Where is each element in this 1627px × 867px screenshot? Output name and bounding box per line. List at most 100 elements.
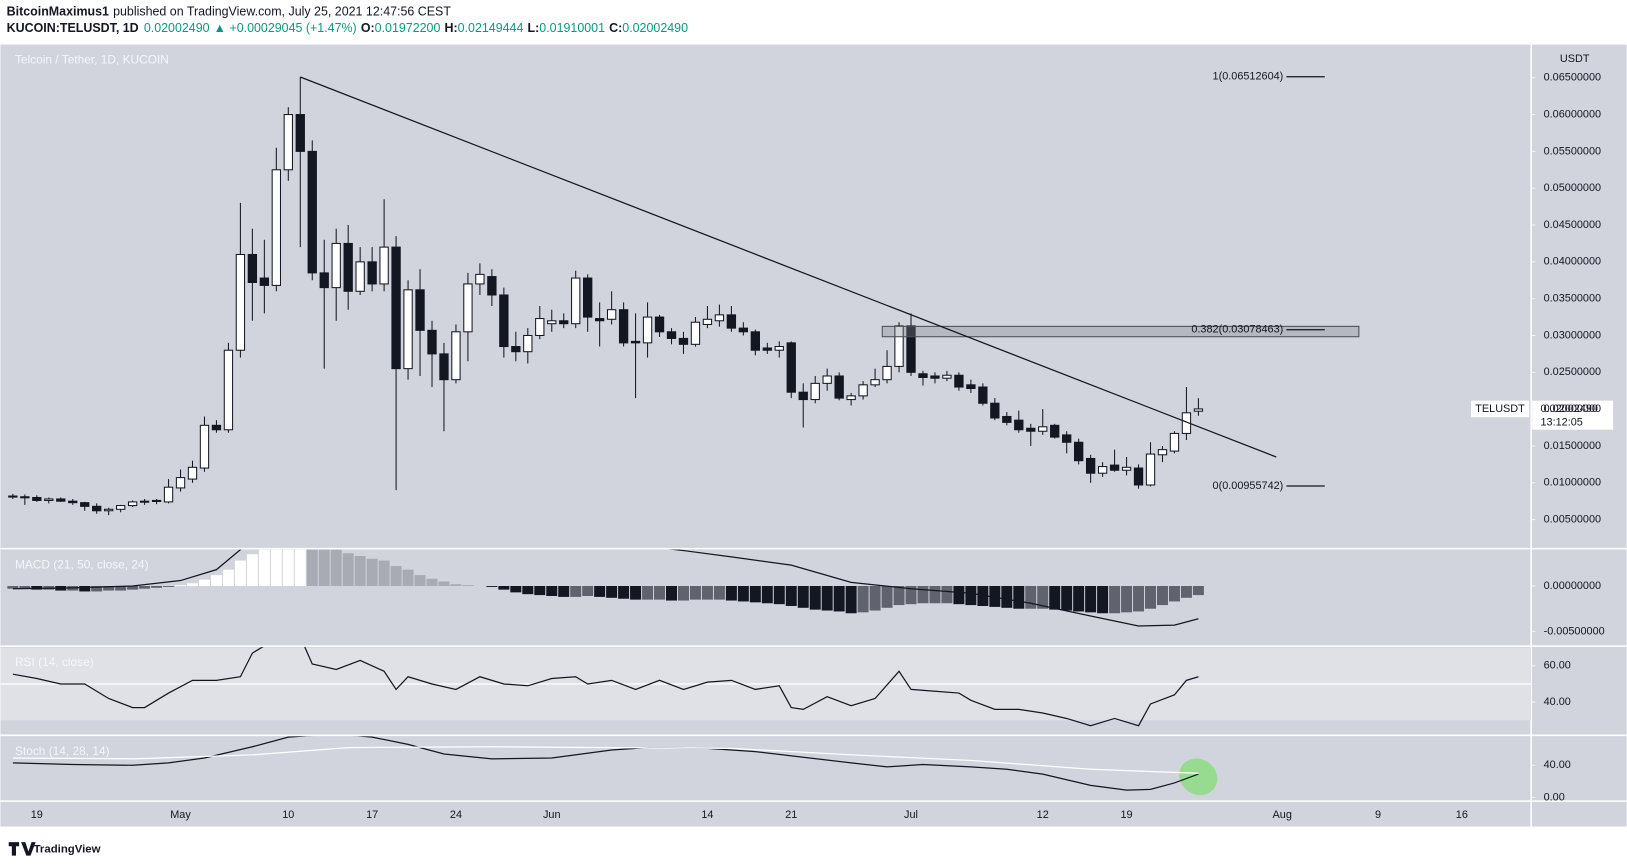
- histogram-bar: [294, 549, 306, 587]
- ohlc-label: C:: [609, 21, 622, 35]
- candle-body: [104, 508, 114, 512]
- fib-label: 0(0.00955742): [1213, 480, 1284, 492]
- candle-body: [594, 318, 605, 322]
- x-tick-label: 21: [785, 809, 797, 821]
- histogram-bar: [222, 569, 234, 587]
- y-tick-label: 40.00: [1544, 759, 1571, 771]
- candle-body: [259, 277, 270, 286]
- histogram-bar: [414, 575, 426, 587]
- header-line: BitcoinMaximus1 published on TradingView.…: [7, 5, 452, 19]
- x-tick-label: Aug: [1273, 809, 1292, 821]
- pane-title: Stoch (14, 28, 14): [15, 744, 110, 758]
- histogram-bar: [1001, 586, 1013, 608]
- candle-body: [1026, 427, 1036, 432]
- x-tick-label: 12: [1037, 809, 1049, 821]
- histogram-bar: [462, 585, 474, 587]
- histogram-bar: [390, 566, 402, 587]
- brand: TradingView: [34, 843, 101, 855]
- histogram-bar: [139, 586, 151, 589]
- candle-body: [391, 246, 401, 370]
- histogram-bar: [797, 586, 809, 608]
- histogram-bar: [1025, 586, 1037, 609]
- histogram-bar: [977, 586, 989, 606]
- candle-body: [690, 321, 701, 345]
- histogram-bar: [1145, 586, 1157, 609]
- candle-body: [535, 318, 545, 337]
- pane-title: MACD (21, 50, close, 24): [15, 557, 149, 571]
- pane-separators: [0, 44, 1627, 827]
- candle-body: [559, 320, 569, 325]
- histogram-bar: [666, 586, 678, 601]
- histogram-bar: [1133, 586, 1145, 612]
- histogram-bar: [79, 586, 91, 592]
- published: published on TradingView.com, July 25, 2…: [113, 5, 451, 19]
- ohlc-value: 0.01910001: [539, 21, 605, 35]
- histogram-bar: [893, 586, 905, 606]
- pane-title: Telcoin / Tether, 1D, KUCOIN: [15, 52, 169, 66]
- x-tick-label: 19: [31, 809, 43, 821]
- histogram-bar: [187, 583, 198, 587]
- candle-body: [80, 502, 90, 507]
- candle-body: [307, 150, 317, 274]
- histogram-bar: [103, 586, 115, 591]
- histogram-bar: [1168, 586, 1180, 602]
- candle-body: [235, 253, 246, 351]
- candle-body: [834, 375, 844, 399]
- logo-icon: [8, 842, 36, 856]
- histogram-bar: [941, 586, 953, 604]
- histogram-bar: [558, 586, 570, 597]
- candle-body: [547, 320, 557, 325]
- histogram-bar: [1192, 586, 1204, 596]
- candle-body: [810, 382, 820, 401]
- candle-body: [139, 500, 150, 503]
- y-tick-label: 0.06500000: [1544, 72, 1601, 84]
- candle-body: [487, 276, 497, 296]
- line: [12, 746, 1199, 774]
- candle-body: [44, 498, 54, 501]
- candle-body: [630, 340, 641, 344]
- candle-body: [990, 402, 1000, 419]
- candle-body: [822, 375, 832, 384]
- histogram-bar: [618, 586, 630, 599]
- x-tick-label: 16: [1456, 809, 1468, 821]
- y-tick-label: -0.00500000: [1544, 625, 1605, 637]
- histogram-bar: [366, 558, 378, 587]
- author: BitcoinMaximus1: [7, 5, 109, 19]
- histogram-bar: [91, 586, 103, 592]
- candle-body: [151, 499, 162, 503]
- candle-body: [750, 331, 760, 351]
- candle-body: [966, 384, 976, 390]
- line: [12, 549, 1199, 627]
- candle-body: [774, 346, 784, 351]
- candle-body: [163, 486, 174, 503]
- candle-body: [175, 477, 186, 489]
- candle-body: [798, 391, 808, 401]
- histogram-bar: [258, 549, 270, 587]
- line-layer: [12, 647, 1199, 791]
- histogram-bar: [510, 586, 522, 593]
- candle-body: [1109, 464, 1120, 471]
- histogram-bar: [965, 586, 977, 606]
- histogram-bar: [725, 586, 737, 601]
- pane-title: RSI (14, close): [15, 655, 94, 669]
- histogram-bar: [534, 586, 546, 596]
- histogram-bar: [1156, 586, 1168, 606]
- y-tick-label: 0.05000000: [1544, 182, 1601, 194]
- y-tick-label: 0.02000000: [1544, 403, 1601, 415]
- histogram-bar: [498, 586, 510, 590]
- y-tick-label: 40.00: [1544, 696, 1571, 708]
- candle-body: [882, 365, 892, 381]
- candle-body: [571, 277, 581, 325]
- histogram-bar: [582, 586, 594, 596]
- histogram-bar: [929, 586, 941, 604]
- histogram-bar: [881, 586, 893, 608]
- price-zone: [881, 325, 1360, 338]
- ohlc-label: L:: [528, 21, 540, 35]
- candle-body: [331, 242, 341, 289]
- candle-body: [403, 289, 413, 370]
- histogram-bar: [917, 586, 929, 604]
- fib-label: 1(0.06512604): [1213, 71, 1284, 83]
- x-tick-label: May: [170, 809, 191, 821]
- histogram-bar: [486, 586, 498, 587]
- candle-body: [1121, 466, 1132, 471]
